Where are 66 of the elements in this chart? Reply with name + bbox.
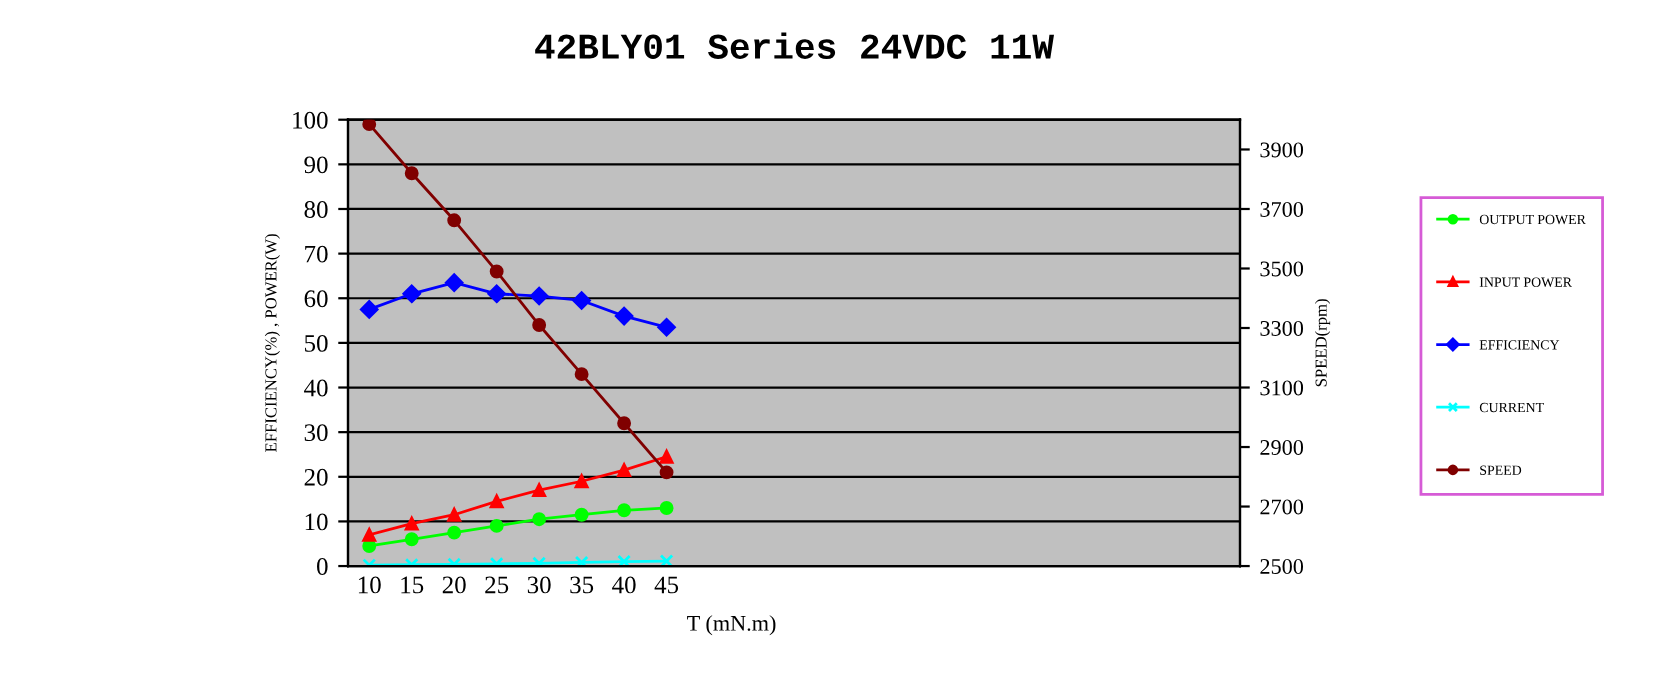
x-tick-label: 30	[527, 576, 551, 594]
point	[574, 555, 589, 567]
chart-title: 42BLY01 Series 24VDC 11W	[535, 32, 1054, 59]
y-tick-label: 0	[317, 558, 328, 575]
point	[362, 527, 377, 542]
point	[362, 119, 377, 132]
y-tick-label: 80	[304, 201, 328, 218]
point	[404, 166, 419, 181]
point	[659, 449, 674, 464]
point	[447, 213, 462, 228]
point	[487, 284, 506, 304]
y-tick-label: 60	[304, 290, 328, 308]
y-tick-label: 70	[305, 245, 328, 263]
y-tick-label: 100	[293, 111, 328, 129]
point	[657, 318, 676, 337]
x-tick-label: 10	[358, 576, 381, 594]
y2-tick-label: 2500	[1260, 558, 1304, 574]
point	[659, 501, 674, 515]
point	[574, 507, 589, 522]
point	[574, 367, 589, 382]
y-tick-label: 20	[304, 468, 328, 486]
y2-tick-label: 3700	[1260, 201, 1304, 217]
y-tick-label: 40	[304, 379, 328, 397]
point	[489, 494, 504, 509]
point	[532, 318, 547, 332]
y-tick-label: 10	[305, 513, 328, 531]
x-axis-title: T (mN.m)	[687, 615, 776, 636]
point	[444, 273, 464, 292]
point	[572, 291, 591, 310]
x-tick-label: 35	[570, 576, 594, 594]
point	[574, 474, 589, 489]
point	[489, 264, 504, 279]
point	[659, 465, 674, 480]
point	[359, 300, 379, 319]
point	[447, 525, 462, 540]
x-tick-label: 15	[401, 576, 424, 594]
x-tick-label: 25	[485, 576, 509, 594]
point	[532, 483, 547, 498]
point	[529, 286, 549, 306]
y2-tick-label: 2700	[1260, 499, 1304, 515]
point	[614, 306, 634, 326]
y-tick-label: 50	[305, 334, 328, 352]
point	[532, 556, 547, 567]
y2-axis-title: SPEED(rpm)	[1315, 299, 1331, 387]
point	[447, 507, 462, 522]
y2-tick-label: 3900	[1260, 142, 1304, 158]
y2-tick-label: 3100	[1260, 380, 1304, 396]
point	[404, 516, 419, 531]
point	[617, 463, 632, 478]
point	[489, 518, 504, 533]
y-tick-label: 90	[304, 156, 328, 174]
x-tick-label: 20	[442, 576, 466, 594]
point	[617, 416, 632, 431]
x-tick-label: 45	[654, 576, 679, 594]
x-tick-label: 40	[612, 576, 636, 594]
y-axis-title: EFFICIENCY(%) , POWER(W)	[264, 234, 280, 452]
point	[532, 512, 547, 527]
y2-tick-label: 2900	[1260, 439, 1304, 455]
point	[659, 554, 674, 567]
y2-tick-label: 3300	[1260, 320, 1304, 336]
y-tick-label: 30	[304, 424, 328, 442]
point	[617, 554, 632, 567]
y2-tick-label: 3500	[1260, 261, 1304, 277]
point	[404, 532, 419, 547]
point	[617, 503, 632, 518]
point	[402, 284, 421, 304]
